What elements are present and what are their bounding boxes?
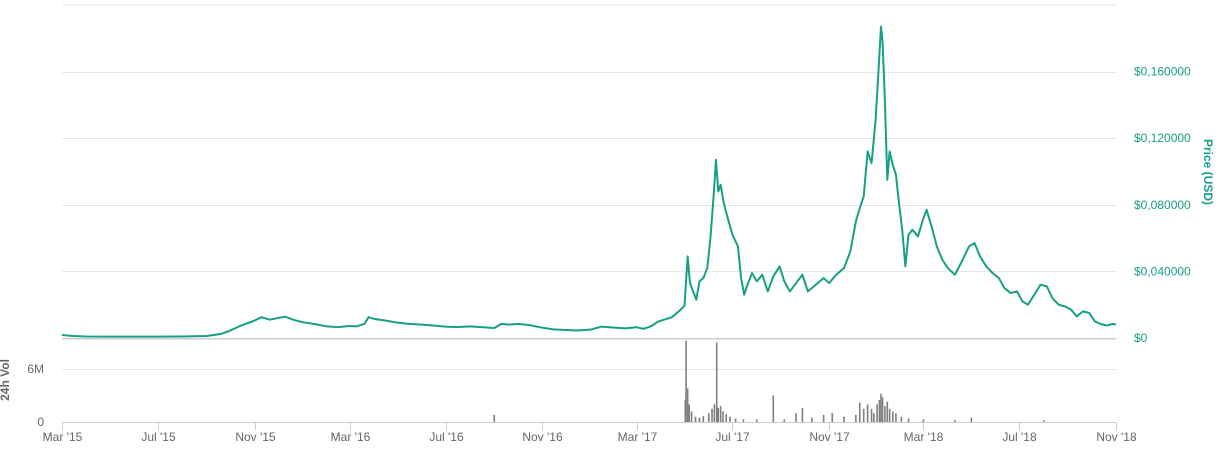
volume-bar bbox=[880, 393, 882, 422]
volume-bar bbox=[719, 406, 722, 422]
x-tick-label: Mar '16 bbox=[331, 430, 371, 444]
volume-bar bbox=[970, 417, 973, 422]
volume-bar bbox=[685, 340, 687, 422]
price-tick-label: $0 bbox=[1134, 331, 1148, 345]
volume-bar bbox=[772, 395, 775, 422]
volume-bar bbox=[884, 406, 886, 422]
x-tick-label: Jul '18 bbox=[1002, 430, 1037, 444]
volume-bar bbox=[686, 388, 689, 422]
volume-bar bbox=[873, 413, 875, 422]
volume-bar bbox=[1042, 420, 1045, 422]
volume-bar bbox=[717, 407, 720, 422]
volume-bar bbox=[954, 420, 956, 422]
x-tick-label: Jul '15 bbox=[141, 430, 176, 444]
volume-bar bbox=[708, 413, 710, 422]
price-gridlines bbox=[62, 4, 1116, 339]
price-line-group bbox=[61, 25, 1117, 338]
price-tick-label: $0,160000 bbox=[1134, 65, 1191, 79]
volume-bar bbox=[811, 417, 813, 422]
x-tick-label: Jul '17 bbox=[715, 430, 750, 444]
volume-bar bbox=[855, 414, 857, 422]
x-tick-label: Nov '17 bbox=[809, 430, 850, 444]
price-tick-label: $0,040000 bbox=[1134, 264, 1191, 278]
volume-bar bbox=[694, 416, 697, 422]
volume-bar bbox=[881, 397, 884, 422]
volume-gridlines bbox=[62, 339, 1116, 423]
volume-bar bbox=[688, 404, 691, 422]
volume-bar bbox=[922, 419, 925, 422]
volume-bar bbox=[907, 418, 910, 422]
volume-bar bbox=[493, 414, 496, 422]
volume-bar bbox=[895, 413, 897, 422]
volume-bar bbox=[801, 407, 804, 422]
volume-bar bbox=[843, 416, 845, 422]
volume-bar bbox=[886, 401, 889, 422]
volume-bar bbox=[822, 414, 825, 422]
volume-axis-title: 24h Vol bbox=[0, 359, 12, 401]
volume-bar bbox=[878, 399, 881, 422]
volume-bar bbox=[888, 408, 891, 422]
price-axis-title: Price (USD) bbox=[1201, 139, 1215, 205]
x-tick-label: Mar '15 bbox=[43, 430, 83, 444]
price-series-line bbox=[61, 25, 1117, 338]
volume-bar bbox=[876, 404, 878, 422]
volume-bar bbox=[713, 404, 716, 422]
volume-bar bbox=[831, 413, 834, 422]
x-axis: Mar '15 Jul '15 Nov '15 Mar '16 Jul '16 Nov '… bbox=[43, 422, 1137, 444]
volume-bar bbox=[725, 414, 727, 422]
volume-bar bbox=[711, 408, 713, 422]
volume-bars bbox=[493, 340, 1045, 422]
price-axis: $0 $0,040000 $0,080000 $0,120000 $0,160000 bbox=[1134, 65, 1191, 345]
volume-bar bbox=[862, 408, 865, 422]
volume-bar bbox=[702, 415, 705, 422]
volume-bar bbox=[900, 416, 903, 422]
volume-bar bbox=[722, 411, 724, 422]
volume-tick-label: 6M bbox=[27, 362, 44, 376]
volume-bar bbox=[729, 416, 731, 422]
x-tick-label: Jul '16 bbox=[429, 430, 464, 444]
volume-axis: 0 6M bbox=[27, 362, 44, 429]
x-tick-label: Mar '17 bbox=[618, 430, 658, 444]
x-tick-label: Nov '18 bbox=[1096, 430, 1137, 444]
volume-bar bbox=[756, 419, 758, 422]
volume-bar bbox=[783, 419, 786, 422]
price-tick-label: $0,080000 bbox=[1134, 198, 1191, 212]
volume-bar bbox=[870, 408, 873, 422]
volume-bar bbox=[858, 402, 861, 422]
x-tick-label: Nov '16 bbox=[522, 430, 563, 444]
price-tick-label: $0,120000 bbox=[1134, 131, 1191, 145]
volume-tick-label: 0 bbox=[37, 415, 44, 429]
volume-bar bbox=[698, 417, 701, 422]
x-tick-label: Mar '18 bbox=[904, 430, 944, 444]
volume-bar bbox=[742, 419, 745, 422]
volume-bar bbox=[891, 411, 894, 422]
volume-bar bbox=[734, 418, 737, 422]
x-tick-label: Nov '15 bbox=[235, 430, 276, 444]
volume-bar bbox=[866, 404, 869, 422]
volume-bar bbox=[795, 413, 797, 422]
volume-bar bbox=[715, 342, 718, 422]
volume-bar bbox=[690, 411, 693, 422]
